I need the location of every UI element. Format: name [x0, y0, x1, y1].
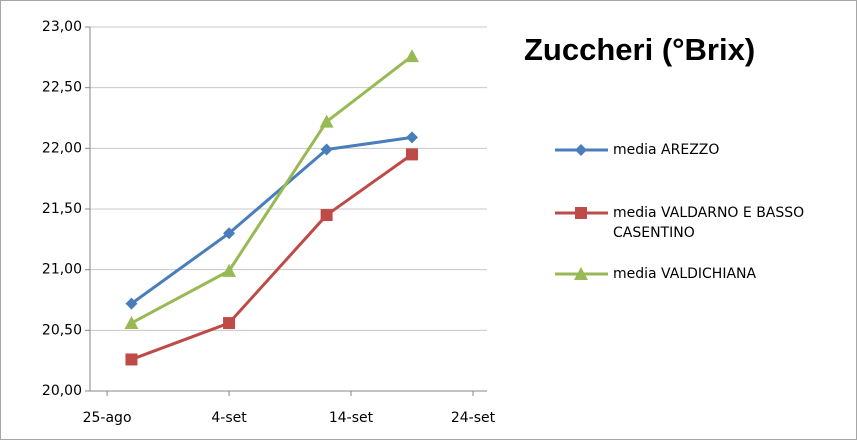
x-tick-label: 24-set [451, 410, 496, 426]
marker [320, 209, 333, 222]
y-tick-label: 20,50 [42, 322, 82, 338]
x-tick-label: 14-set [329, 410, 374, 426]
marker [320, 143, 333, 156]
marker [222, 263, 237, 277]
legend-label: media VALDARNO E BASSO CASENTINO [613, 205, 805, 241]
legend-marker [574, 267, 588, 280]
y-tick-label: 20,00 [42, 383, 82, 399]
chart-title: Zuccheri (°Brix) [524, 32, 756, 67]
marker [223, 227, 236, 240]
marker [319, 114, 334, 128]
marker [404, 49, 419, 63]
legend-label: media VALDICHIANA [613, 266, 757, 282]
y-tick-label: 23,00 [42, 19, 82, 35]
marker [125, 353, 138, 366]
marker [405, 148, 418, 161]
y-tick-label: 22,50 [42, 80, 82, 96]
series-line [130, 135, 413, 305]
marker [125, 297, 138, 310]
marker [223, 317, 236, 330]
series-line [130, 153, 413, 361]
marker [124, 316, 139, 330]
marker [405, 131, 418, 144]
legend-marker [575, 144, 587, 156]
series-line [130, 54, 413, 325]
y-tick-label: 21,50 [42, 201, 82, 217]
legend-label: media AREZZO [613, 142, 720, 158]
legend-marker [575, 207, 587, 219]
y-tick-label: 22,00 [42, 140, 82, 156]
x-tick-label: 4-set [211, 410, 247, 426]
x-tick-label: 25-ago [83, 410, 132, 426]
y-tick-label: 21,00 [42, 262, 82, 278]
